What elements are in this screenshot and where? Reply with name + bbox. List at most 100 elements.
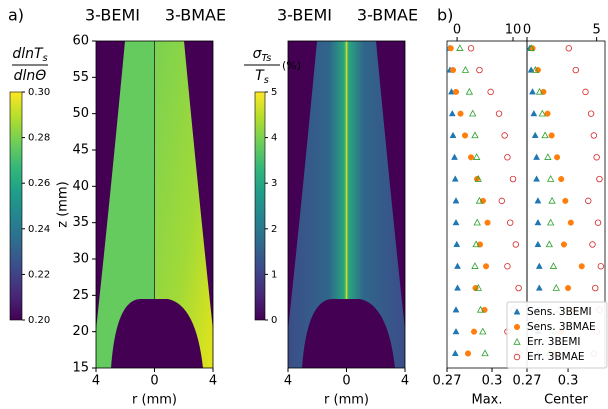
colorbar [9, 91, 23, 321]
x-tick-label: 0 [150, 374, 158, 389]
x2-tick-label: 10 [505, 23, 522, 38]
point [567, 219, 574, 226]
y-tick-label: 45 [72, 143, 89, 158]
legend-label: Err. 3BMAE [527, 351, 585, 363]
point [548, 196, 556, 204]
colorbar-tick-label: 0 [271, 315, 277, 326]
point [472, 153, 481, 160]
point [507, 219, 514, 226]
point [547, 175, 555, 182]
point [560, 241, 567, 248]
point [473, 218, 481, 226]
point [535, 284, 543, 291]
point [501, 132, 508, 139]
heatmap-field [288, 41, 405, 368]
colorbar [254, 91, 266, 321]
point [454, 284, 461, 291]
point [484, 219, 491, 226]
point [470, 328, 478, 335]
point [451, 349, 459, 357]
legend-marker [513, 337, 521, 345]
x-tick-label: 0.27 [513, 374, 542, 389]
point [482, 263, 490, 270]
colorbar-label-denominator: dlnΘ [14, 68, 47, 84]
x2-tick-label: 0 [453, 23, 461, 38]
x-tick-label: 4 [92, 374, 100, 389]
point [541, 131, 549, 139]
point [529, 88, 536, 95]
point [549, 262, 558, 269]
x-tick-label: 0.3 [482, 374, 503, 389]
point [597, 263, 605, 270]
point [476, 66, 483, 74]
x-axis-label: r (mm) [324, 393, 369, 408]
colorbar-tick-label: 0.26 [28, 178, 50, 189]
y-tick-label: 20 [72, 324, 89, 339]
colorbar-label-numerator: dlnTs [12, 46, 47, 64]
point [452, 327, 460, 335]
point [487, 88, 494, 96]
point [572, 66, 579, 74]
point [534, 197, 542, 204]
point [461, 66, 470, 73]
point [453, 240, 461, 248]
x-tick-label: 4 [284, 374, 292, 389]
colorbar-label-unit: (%) [282, 59, 301, 72]
x-tick-label: 0.27 [433, 374, 462, 389]
point [471, 131, 479, 139]
point [454, 262, 461, 269]
point [467, 45, 475, 52]
y-tick-label: 15 [72, 361, 89, 376]
legend-label: Err. 3BEMI [527, 336, 580, 348]
point [527, 66, 535, 73]
colorbar-tick-label: 5 [271, 87, 277, 98]
point [596, 175, 603, 183]
colorbar-tick-label: 4 [271, 133, 277, 144]
colorbar-tick-label: 0.20 [28, 315, 50, 326]
legend-label: Sens. 3BEMI [527, 306, 592, 318]
point [467, 154, 475, 161]
point [476, 305, 485, 313]
point [538, 109, 546, 117]
x-tick-label: 0.3 [558, 374, 579, 389]
point [582, 88, 589, 96]
point [565, 45, 572, 52]
point [469, 109, 477, 117]
y-tick-label: 25 [72, 288, 89, 303]
point [590, 132, 598, 139]
point [474, 175, 483, 182]
point [544, 110, 551, 117]
point [527, 44, 535, 51]
colorbar-label-numerator: σTs [253, 46, 272, 64]
colorbar-label-denominator: Ts [255, 68, 269, 86]
point [593, 154, 600, 161]
point [465, 87, 474, 95]
legend-label: Sens. 3BMAE [527, 321, 596, 333]
point [456, 44, 464, 51]
point [547, 218, 555, 226]
legend-marker [513, 323, 521, 331]
point [451, 175, 459, 182]
point [448, 109, 456, 117]
point [535, 87, 544, 95]
point [544, 153, 552, 160]
colorbar-tick-label: 2 [271, 224, 277, 235]
point [509, 175, 517, 183]
point [449, 131, 457, 139]
legend-marker [513, 353, 521, 361]
point [449, 67, 457, 74]
point [565, 285, 572, 292]
point [587, 110, 595, 117]
point [479, 327, 487, 335]
point [452, 218, 460, 226]
colorbar-tick-label: 0.24 [28, 224, 50, 235]
panel-title: 3-BMAE [165, 6, 226, 25]
colorbar-tick-label: 3 [271, 178, 277, 189]
panel-label: b) [437, 6, 453, 25]
point [475, 196, 484, 204]
point [558, 176, 565, 183]
point [589, 241, 596, 248]
point [472, 240, 480, 248]
point [464, 350, 472, 357]
